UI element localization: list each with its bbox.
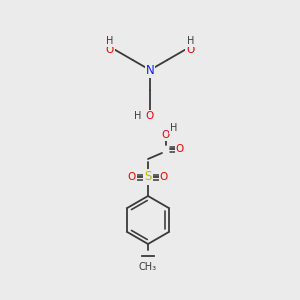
Text: N: N bbox=[146, 64, 154, 76]
Text: O: O bbox=[146, 111, 154, 121]
Text: S: S bbox=[144, 170, 152, 184]
Text: H: H bbox=[106, 36, 113, 46]
Text: CH₃: CH₃ bbox=[139, 262, 157, 272]
Text: H: H bbox=[170, 123, 178, 133]
Text: O: O bbox=[128, 172, 136, 182]
Text: H: H bbox=[187, 36, 194, 46]
Text: O: O bbox=[162, 130, 170, 140]
Text: O: O bbox=[187, 45, 195, 55]
Text: O: O bbox=[105, 45, 113, 55]
Text: O: O bbox=[160, 172, 168, 182]
Text: H: H bbox=[134, 111, 141, 121]
Text: O: O bbox=[176, 144, 184, 154]
